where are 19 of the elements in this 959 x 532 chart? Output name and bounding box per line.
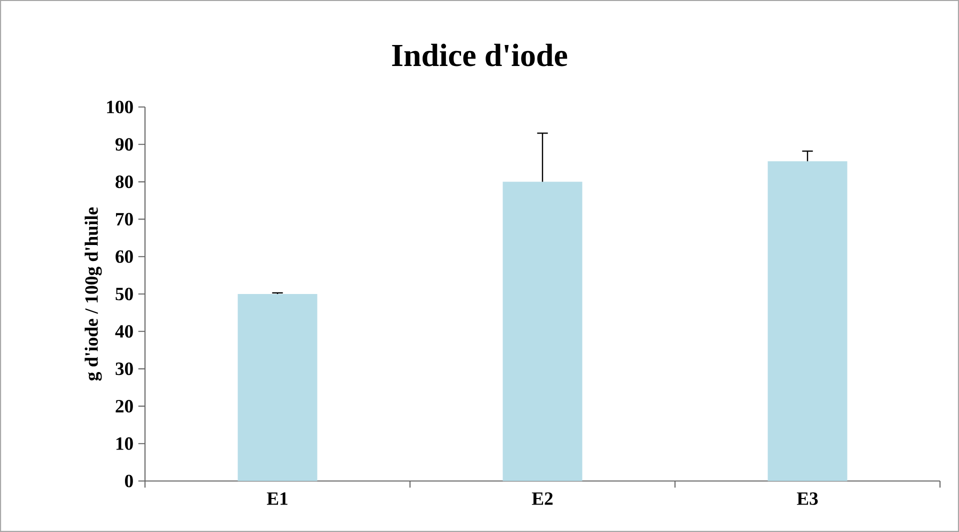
x-tick-label: E3	[796, 492, 818, 505]
x-tick-label: E2	[532, 492, 553, 505]
y-tick-label: 80	[116, 175, 133, 188]
y-tick-label: 100	[107, 100, 133, 114]
y-tick-label: 30	[116, 362, 133, 376]
y-tick-label: 40	[115, 325, 133, 338]
bar	[502, 182, 582, 481]
y-tick-label: 10	[116, 437, 133, 450]
x-tick-label: E1	[266, 492, 288, 505]
y-tick-label: 0	[125, 474, 133, 488]
y-tick-label: 70	[116, 212, 133, 226]
y-tick-label: 90	[115, 138, 133, 151]
bar	[768, 161, 848, 481]
y-tick-label: 50	[116, 288, 133, 300]
y-tick-label: 20	[116, 400, 133, 413]
y-tick-label: 60	[116, 250, 133, 263]
chart-title: Indice d'iode	[392, 44, 568, 66]
y-axis-title: g d'iode / 100g d'huile	[84, 207, 102, 381]
bar	[238, 294, 318, 481]
